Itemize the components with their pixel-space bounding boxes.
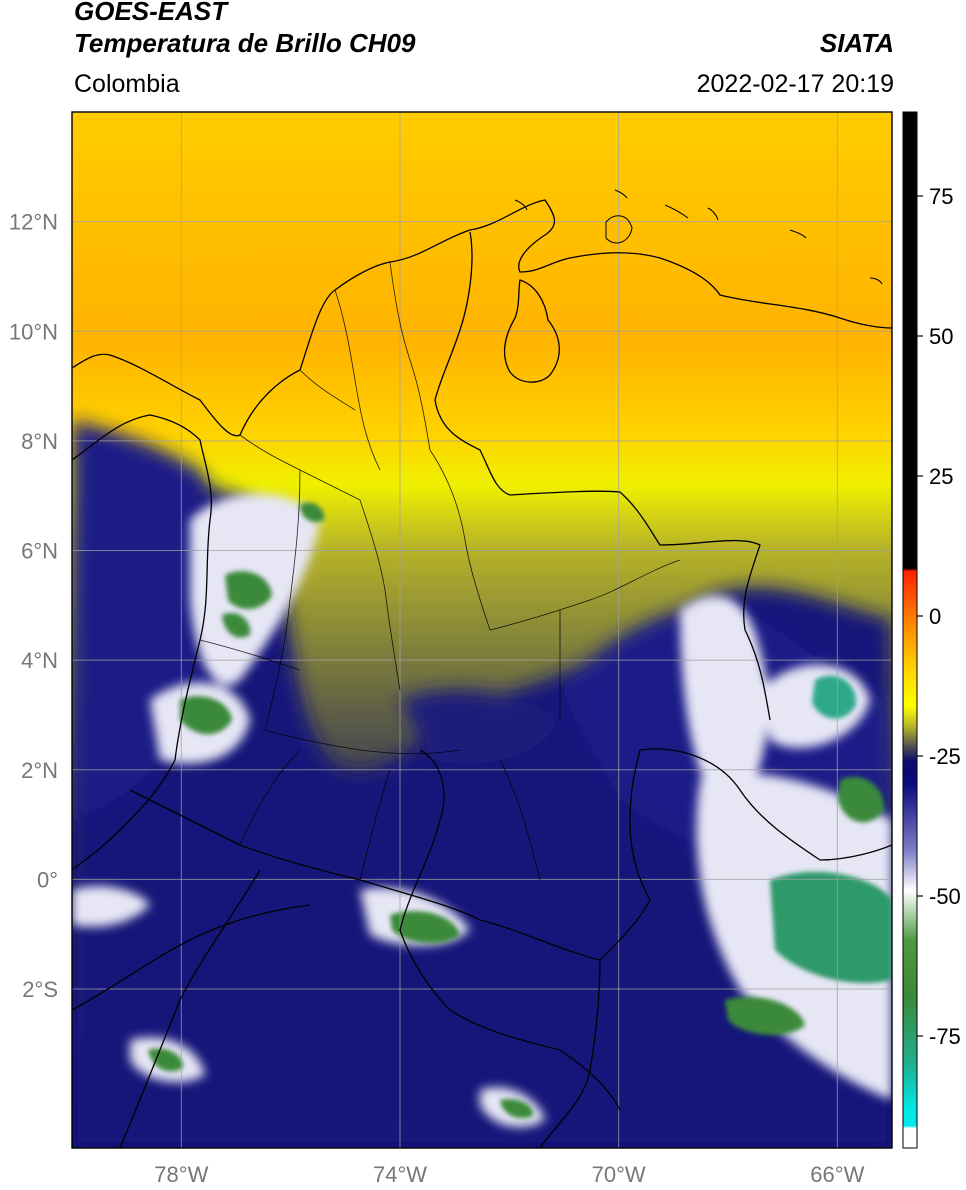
x-tick-label: 78°W bbox=[154, 1162, 208, 1187]
y-tick-label: 10°N bbox=[9, 319, 58, 344]
y-tick-label: 4°N bbox=[21, 648, 58, 673]
borders bbox=[72, 199, 892, 1148]
y-axis-labels: 12°N 10°N 8°N 6°N 4°N 2°N 0° 2°S bbox=[9, 210, 58, 1002]
colorbar-tick-label: 25 bbox=[929, 464, 953, 489]
colorbar-tick-label: -50 bbox=[929, 884, 961, 909]
y-tick-label: 12°N bbox=[9, 210, 58, 235]
colorbar-tick-label: 50 bbox=[929, 324, 953, 349]
y-tick-label: 2°S bbox=[22, 977, 58, 1002]
x-tick-label: 66°W bbox=[810, 1162, 864, 1187]
y-tick-label: 2°N bbox=[21, 758, 58, 783]
satellite-title: GOES-EAST bbox=[74, 0, 228, 26]
y-tick-label: 8°N bbox=[21, 429, 58, 454]
colorbar-tick-label: -25 bbox=[929, 744, 961, 769]
product-title: Temperatura de Brillo CH09 bbox=[74, 28, 416, 58]
brightness-temperature-field bbox=[72, 112, 892, 1148]
islands bbox=[514, 189, 883, 285]
colorbar-tick-label: 75 bbox=[929, 184, 953, 209]
colorbar: 75 50 25 0 -25 -50 -75 bbox=[902, 111, 961, 1149]
x-axis-labels: 78°W 74°W 70°W 66°W bbox=[154, 1162, 864, 1187]
y-tick-label: 6°N bbox=[21, 539, 58, 564]
y-tick-label: 0° bbox=[37, 867, 58, 892]
x-tick-label: 70°W bbox=[592, 1162, 646, 1187]
colorbar-ticks: 75 50 25 0 -25 -50 -75 bbox=[917, 184, 961, 1049]
graticule bbox=[72, 112, 892, 1148]
brand-label: SIATA bbox=[819, 28, 894, 58]
department-borders bbox=[199, 261, 681, 881]
x-tick-label: 74°W bbox=[373, 1162, 427, 1187]
colorbar-tick-label: -75 bbox=[929, 1024, 961, 1049]
region-label: Colombia bbox=[74, 70, 180, 98]
colorbar-tick-label: 0 bbox=[929, 604, 941, 629]
timestamp: 2022-02-17 20:19 bbox=[696, 70, 894, 98]
